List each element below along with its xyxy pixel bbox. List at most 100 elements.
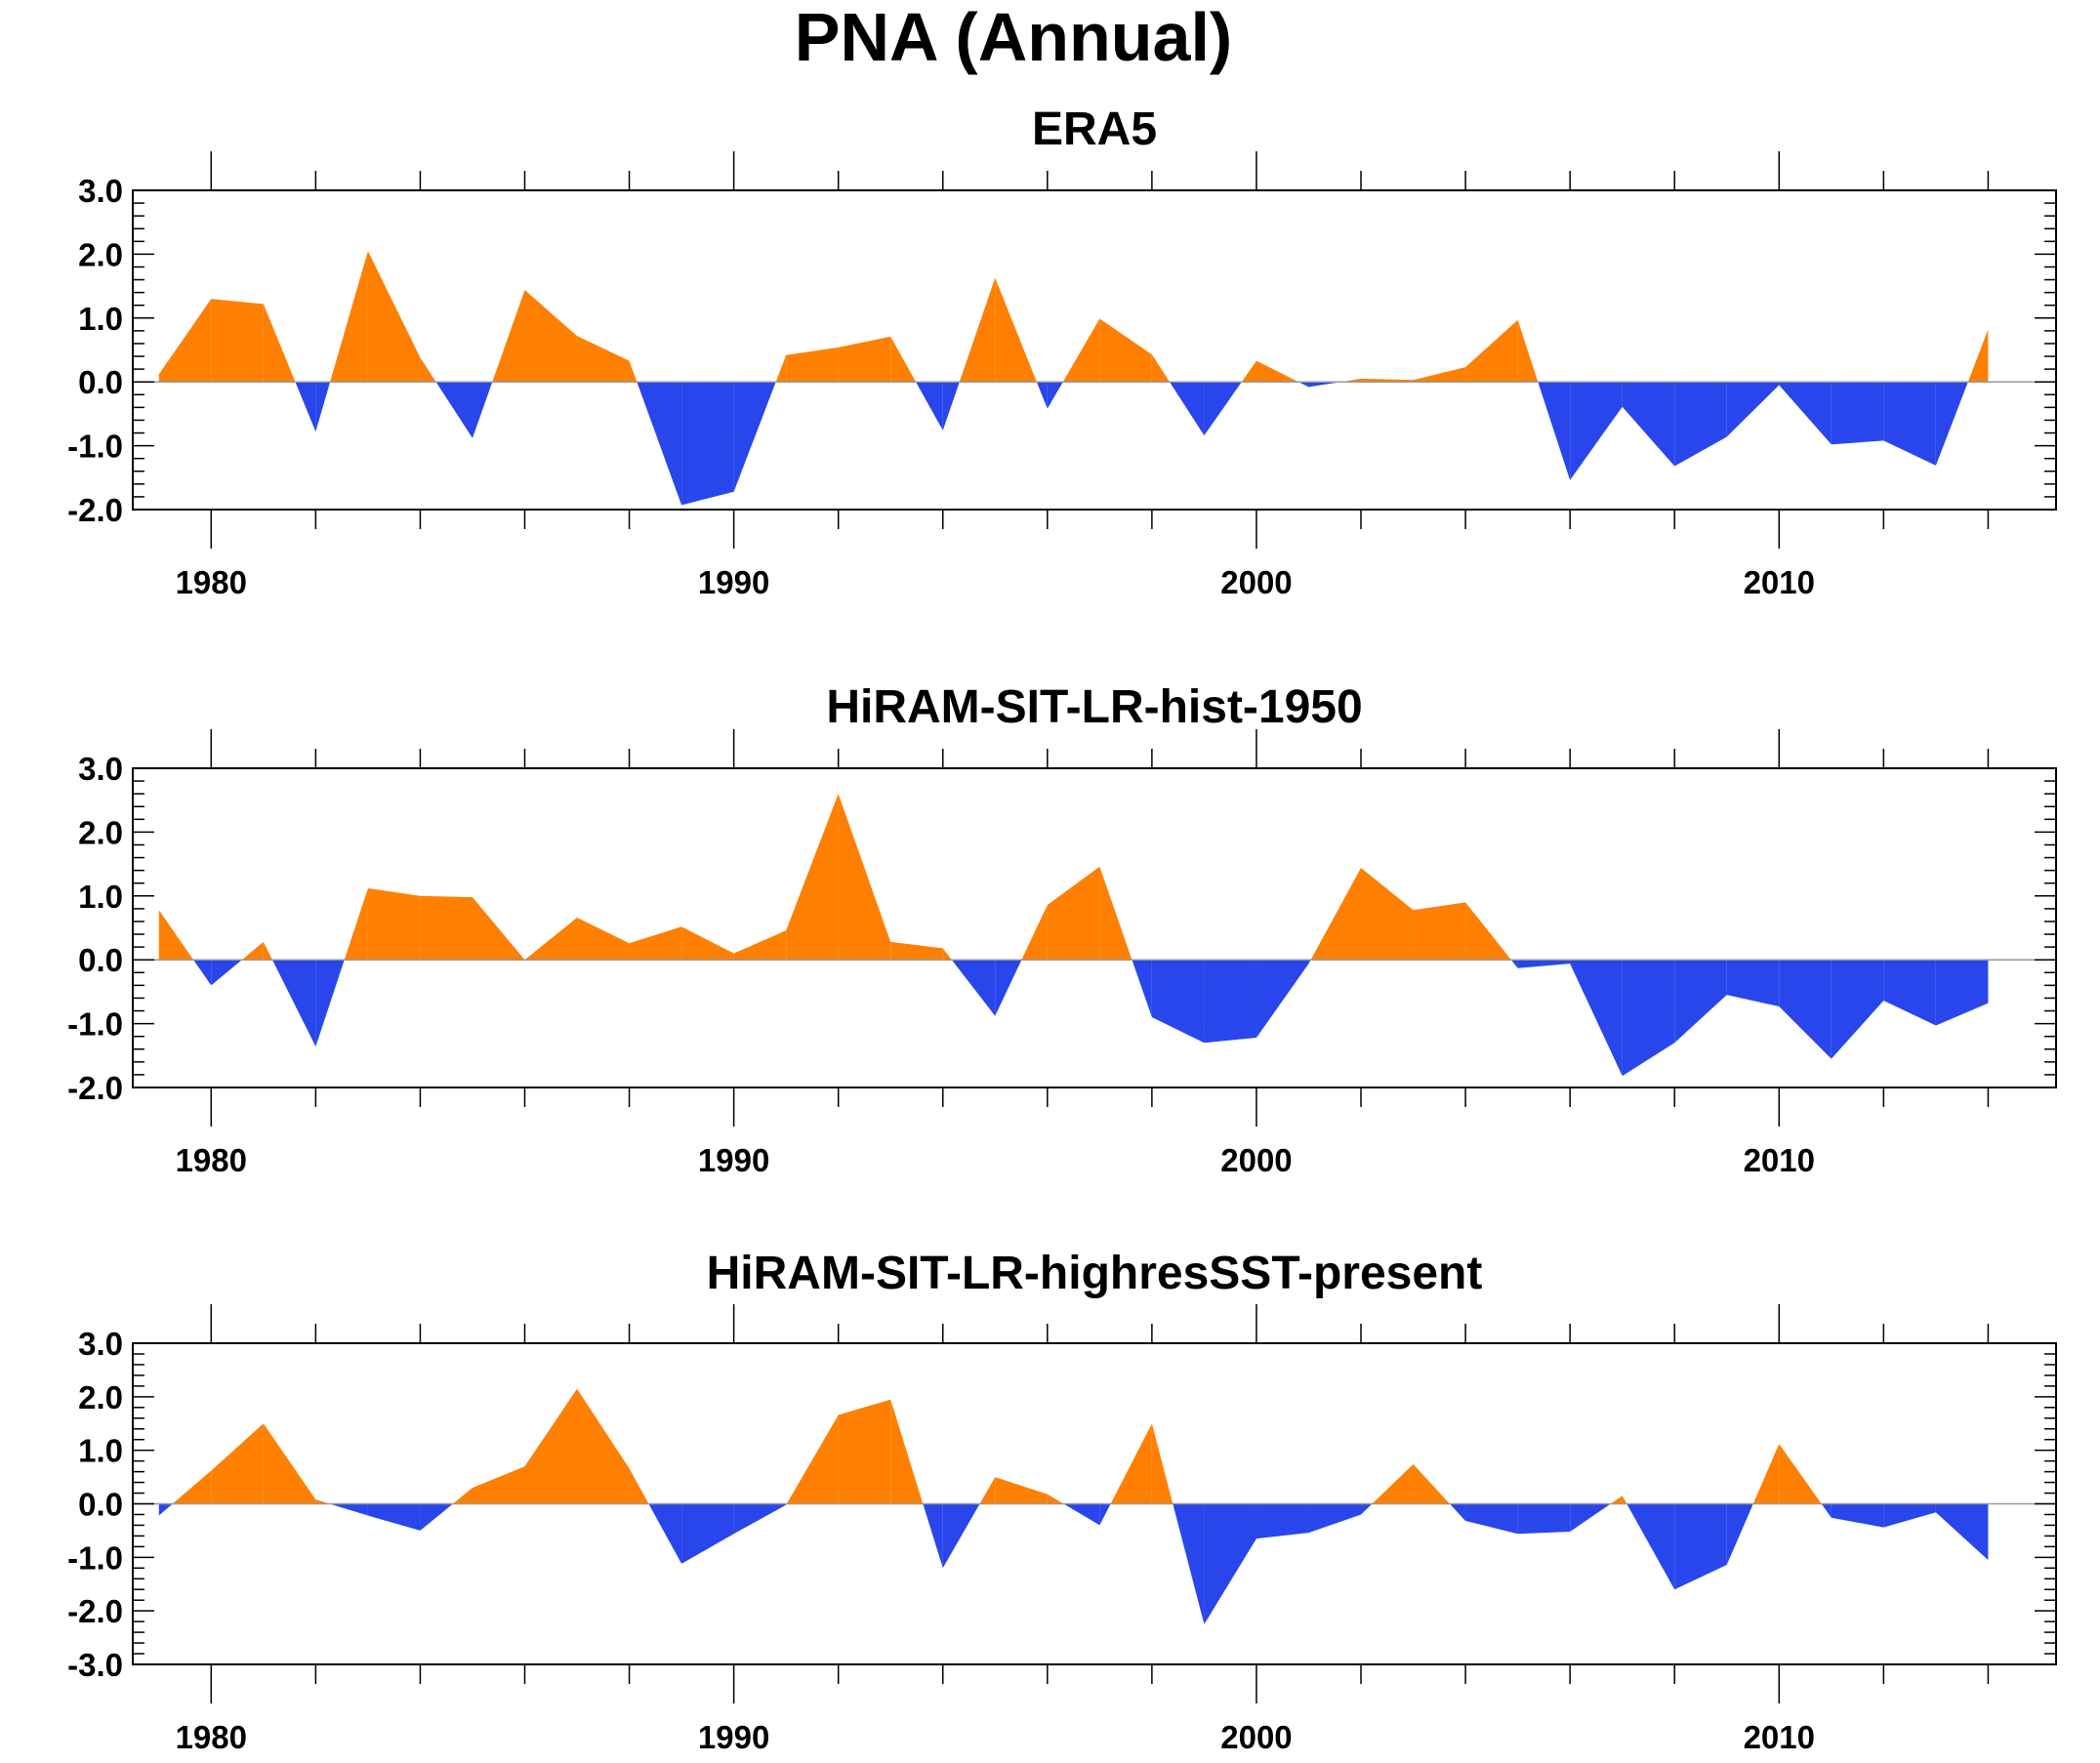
negative-area-segment [951,960,996,1016]
y-tick-label: 1.0 [78,879,123,915]
x-tick-label: 2010 [1744,564,1815,600]
y-tick-label: 1.0 [78,1433,123,1469]
y-tick-label: -3.0 [67,1647,123,1683]
negative-area-segment [1361,1503,1373,1515]
negative-area-segment [420,1503,453,1531]
negative-area-segment [472,382,493,438]
y-tick-label: -1.0 [67,1006,123,1043]
panels: ERA5 3.0 2.0 1.0 0.0 -1.0 -2.0 1980 1990 2000 2010… [67,103,2057,1755]
positive-area-segment [1361,868,1414,961]
positive-area-segment [995,1477,1048,1504]
x-tick-label: 2000 [1220,1142,1292,1178]
y-tick-label: -2.0 [67,1593,123,1629]
positive-area-segment [1361,378,1414,383]
positive-area-segment [786,794,839,961]
y-tick-label: 2.0 [78,814,123,850]
x-tick-label: 1990 [698,1142,769,1178]
y-tick-label: 3.0 [78,751,123,787]
positive-area-segment [1021,904,1048,961]
positive-area-segment [681,926,734,961]
negative-area-segment [1204,960,1256,1044]
positive-area-segment [420,357,436,383]
negative-area-segment [733,1503,787,1535]
chart-panel: HiRAM-SIT-LR-highresSST-present 3.0 2.0 1.0… [67,1248,2057,1755]
positive-area-segment [1413,367,1466,383]
negative-area-segment [1883,382,1936,466]
x-tick-label: 1980 [176,1719,247,1755]
positive-area-segment [959,277,996,383]
negative-area-segment [1308,960,1311,964]
positive-area-segment [1465,902,1511,961]
negative-area-segment [1831,960,1884,1059]
plot-frame [132,767,2057,1088]
positive-area-segment [942,948,952,961]
negative-area-segment [1132,960,1152,1018]
negative-area-segment [1779,382,1832,445]
negative-area-segment [1298,382,1309,388]
negative-area-segment [315,382,331,432]
negative-area-segment [1036,382,1048,409]
x-tick-label: 1990 [698,564,769,600]
negative-area-segment [1883,960,1936,1026]
positive-area-segment [1967,329,1989,383]
y-tick-label: 0.0 [78,1487,123,1523]
positive-area-segment [1099,866,1132,961]
y-tick-label: -2.0 [67,1070,123,1106]
positive-area-segment [1110,1423,1152,1504]
negative-area-segment [1170,382,1205,436]
positive-area-segment [452,1488,473,1504]
negative-area-segment [1626,1503,1675,1590]
positive-area-segment [263,304,296,383]
positive-area-segment [1151,1423,1174,1504]
figure-title: PNA (Annual) [795,0,1232,75]
plot-frame [132,189,2057,511]
positive-area-segment [838,794,891,961]
y-tick-label: 0.0 [78,364,123,400]
negative-area-segment [1622,960,1675,1077]
positive-area-segment [1241,360,1256,383]
positive-area-segment [367,887,421,961]
x-tick-label: 2000 [1220,564,1292,600]
positive-area-segment [995,277,1037,383]
positive-area-segment [211,299,264,383]
negative-area-segment [1308,1503,1362,1534]
negative-area-segment [1726,1503,1753,1566]
negative-area-segment [1935,1503,1989,1561]
negative-area-segment [1099,1503,1111,1526]
positive-area-segment [1372,1463,1414,1504]
negative-area-segment [1538,382,1571,480]
panel-title: HiRAM-SIT-LR-highresSST-present [707,1248,1483,1299]
positive-area-segment [158,299,212,383]
positive-area-segment [1310,868,1362,961]
negative-area-segment [1517,960,1571,968]
negative-area-segment [295,382,316,432]
positive-area-segment [1622,1496,1627,1504]
negative-area-segment [1204,1503,1256,1624]
positive-area-segment [330,251,368,383]
negative-area-segment [681,1503,734,1564]
negative-area-segment [1308,382,1341,388]
positive-area-segment [241,941,264,961]
negative-area-segment [942,1503,980,1569]
negative-area-segment [995,960,1022,1016]
negative-area-segment [1779,960,1832,1059]
negative-area-segment [1570,960,1623,1077]
negative-area-segment [681,382,734,506]
positive-area-segment [1413,902,1466,961]
y-tick-label: 3.0 [78,173,123,209]
y-tick-label: -1.0 [67,429,123,465]
positive-area-segment [1752,1444,1780,1504]
negative-area-segment [1256,960,1309,1038]
positive-area-segment [577,1388,630,1504]
negative-area-segment [1256,1503,1309,1539]
negative-area-segment [1063,1503,1100,1526]
positive-area-segment [1413,1463,1450,1504]
positive-area-segment [158,910,194,961]
positive-area-segment [472,1466,525,1504]
panel-title: HiRAM-SIT-LR-hist-1950 [826,681,1362,733]
negative-area-segment [1674,382,1727,467]
positive-area-segment [890,336,917,383]
positive-area-segment [420,895,473,961]
x-tick-label: 2000 [1220,1719,1292,1755]
